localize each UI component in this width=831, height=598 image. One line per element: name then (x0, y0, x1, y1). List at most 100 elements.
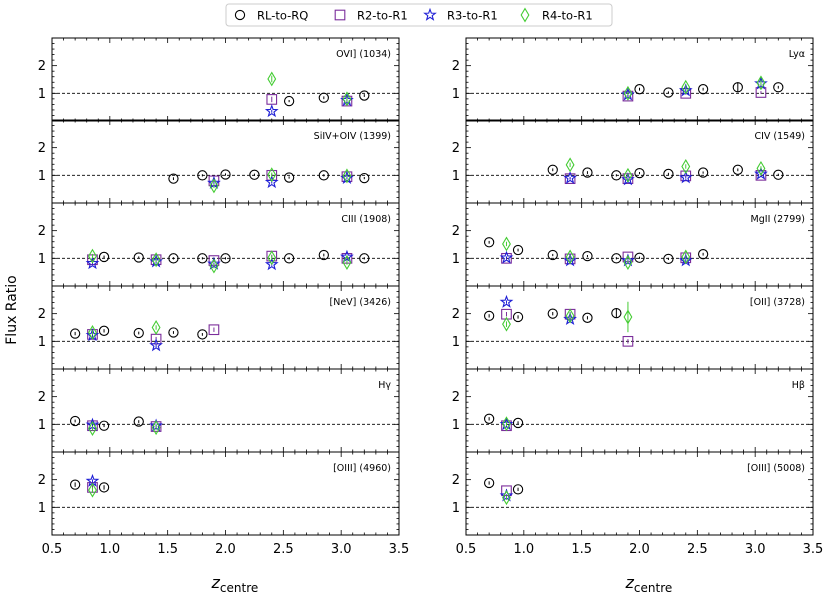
data-point-star (754, 166, 768, 180)
x-axis-label-main: z (211, 573, 221, 592)
data-point-diamond (151, 320, 161, 335)
panel-frame (465, 368, 814, 453)
data-point-diamond (565, 157, 575, 173)
data-point-circle (611, 253, 622, 264)
data-point-star (678, 170, 693, 184)
panel: 1 2 Hβ (452, 368, 814, 453)
data-point-star (85, 328, 100, 342)
data-point-circle (611, 170, 622, 181)
y-tick-label: 1 (452, 418, 460, 433)
data-point-circle (168, 327, 179, 338)
data-point-circle (773, 169, 784, 180)
panel-label: [OII] (3728) (750, 297, 805, 308)
panel: 1 2 MgII (2799) (452, 202, 814, 287)
data-point-circle (133, 416, 144, 427)
data-point-circle (69, 479, 81, 490)
y-tick-label: 2 (452, 224, 460, 239)
y-tick-label: 2 (38, 224, 46, 239)
panel-label: OVI] (1034) (336, 49, 391, 60)
legend-marker-star (423, 7, 437, 21)
data-point-circle (582, 167, 593, 178)
panel: 1 2 OVI] (1034) (38, 37, 400, 122)
legend-label: R2-to-R1 (357, 9, 408, 23)
x-tick-label: 3.0 (745, 542, 766, 557)
y-tick-label: 2 (452, 390, 460, 405)
data-point-circle (283, 95, 295, 107)
x-tick-label: 1.0 (99, 542, 120, 557)
legend: RL-to-RQ R2-to-R1 R3-to-R1 R4-to-R1 (225, 3, 613, 27)
data-point-diamond (756, 75, 766, 91)
panel: 1 2 Lyα (452, 37, 814, 122)
panel: 1 2 Hγ (38, 368, 400, 453)
y-tick-label: 2 (38, 59, 46, 74)
data-point-diamond (502, 490, 511, 506)
data-point-circle (732, 82, 743, 93)
y-tick-label: 2 (452, 473, 460, 488)
data-point-circle (318, 249, 329, 261)
data-point-star (85, 256, 100, 270)
legend-marker-diamond (520, 7, 530, 23)
data-point-circle (483, 237, 495, 248)
x-tick-label: 1.0 (513, 542, 534, 557)
data-point-diamond (151, 420, 161, 436)
x-tick-label: 2.5 (687, 542, 708, 557)
data-point-circle (663, 253, 674, 265)
data-point-circle (547, 249, 558, 261)
data-point-circle (69, 415, 81, 427)
data-point-circle (220, 253, 231, 264)
data-point-circle (359, 253, 370, 264)
legend-label: RL-to-RQ (257, 9, 308, 23)
data-point-circle (133, 327, 144, 339)
data-point-diamond (342, 255, 352, 270)
y-tick-label: 2 (38, 141, 46, 156)
y-tick-label: 2 (38, 390, 46, 405)
panel-label: Hγ (378, 380, 391, 391)
data-point-diamond (565, 308, 575, 324)
data-point-circle (663, 87, 674, 98)
data-point-circle (582, 312, 593, 323)
data-point-star (754, 76, 768, 90)
y-tick-label: 1 (452, 501, 460, 516)
data-point-circle (483, 310, 495, 322)
panel-grid: 1 2 OVI] (1034) 1 2 Lyα 1 2 SiIV+OIV (1399) 1 2 CIV… (38, 37, 814, 536)
data-point-diamond (623, 85, 633, 101)
y-tick-label: 1 (452, 169, 460, 184)
x-axis-label-sub: centre (220, 581, 258, 595)
data-point-square (501, 308, 512, 320)
data-point-circle (663, 168, 674, 180)
data-point-diamond (623, 255, 633, 270)
data-point-square (208, 324, 220, 336)
data-point-star (563, 170, 577, 184)
data-point-circle (98, 420, 110, 431)
data-point-circle (133, 252, 144, 263)
data-point-diamond (209, 178, 219, 194)
y-tick-label: 1 (38, 335, 46, 350)
data-point-diamond (756, 160, 766, 176)
data-point-circle (732, 164, 743, 175)
data-point-circle (697, 84, 709, 95)
data-point-diamond (88, 248, 97, 264)
panel-label: CIV (1549) (754, 131, 805, 142)
x-axis-label-sub: centre (634, 581, 672, 595)
data-point-square (755, 87, 767, 98)
data-point-circle (283, 253, 295, 264)
data-point-diamond (502, 316, 511, 332)
data-point-square (622, 90, 634, 102)
data-point-diamond (151, 252, 161, 268)
x-axis-label-main: z (625, 573, 635, 592)
data-point-star (499, 294, 514, 308)
legend-frame (225, 3, 613, 27)
data-point-circle (547, 164, 558, 175)
data-point-diamond (267, 250, 277, 266)
data-point-circle (634, 167, 645, 179)
data-point-circle (197, 329, 208, 340)
panel: 1 2 [OIII] (5008) (452, 451, 814, 536)
x-tick-label: 2.5 (273, 542, 294, 557)
data-point-circle (98, 325, 110, 336)
data-point-diamond (623, 167, 633, 183)
data-point-circle (318, 92, 329, 103)
data-point-star (264, 257, 279, 271)
data-point-diamond (502, 416, 511, 432)
data-point-diamond (267, 71, 277, 87)
data-point-diamond (681, 79, 691, 95)
